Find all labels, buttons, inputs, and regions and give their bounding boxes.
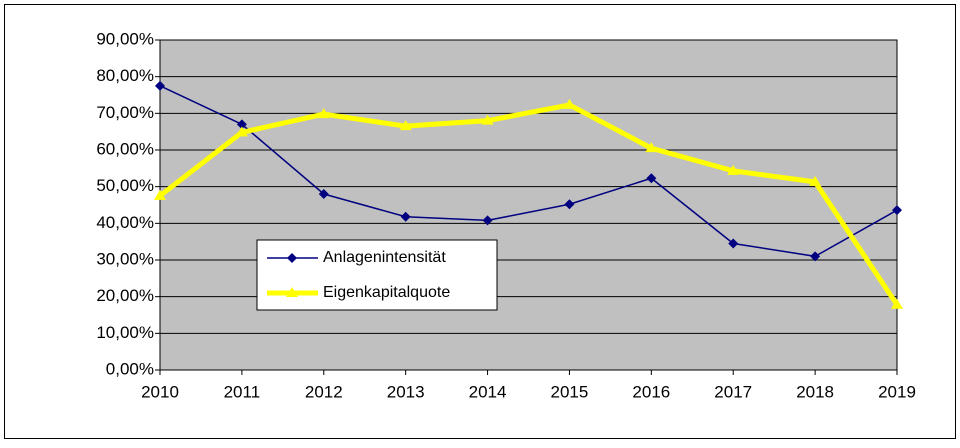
point [154, 189, 166, 200]
y-tick-label: 80,00% [96, 66, 154, 85]
point [809, 175, 822, 186]
legend-marker [286, 287, 298, 297]
x-tick-label: 2013 [387, 382, 425, 401]
y-tick-label: 90,00% [96, 29, 154, 48]
point [810, 251, 821, 262]
x-tick-label: 2010 [141, 382, 179, 401]
point [564, 199, 575, 210]
y-tick-label: 10,00% [96, 323, 154, 342]
y-tick-label: 60,00% [96, 139, 154, 158]
x-tick-label: 2017 [714, 382, 752, 401]
point [728, 238, 739, 249]
point [892, 205, 902, 216]
point [563, 98, 576, 109]
x-tick-label: 2014 [469, 382, 507, 401]
point [236, 119, 247, 130]
legend: Anlagenintensität Eigenkapitalquote [256, 239, 498, 311]
series-line [158, 102, 900, 307]
x-tick-label: 2016 [632, 382, 670, 401]
x-tick-label: 2011 [224, 382, 261, 401]
point [399, 120, 412, 131]
point [317, 108, 330, 119]
legend-label: Eigenkapitalquote [323, 284, 450, 301]
y-tick-label: 40,00% [96, 213, 154, 232]
point [646, 173, 657, 184]
series [155, 80, 902, 262]
point [891, 298, 903, 309]
x-tick-label: 2012 [305, 382, 343, 401]
y-tick-label: 70,00% [96, 103, 154, 122]
y-tick-label: 0,00% [106, 359, 154, 378]
legend-label: Anlagenintensität [323, 249, 446, 266]
plot-area [159, 39, 898, 371]
point [400, 211, 411, 222]
series [154, 98, 903, 309]
legend-box [256, 239, 498, 311]
point [727, 164, 740, 175]
y-tick-label: 20,00% [96, 286, 154, 305]
x-tick-label: 2019 [878, 382, 916, 401]
point [318, 189, 329, 199]
point [645, 142, 658, 153]
y-tick-label: 30,00% [96, 249, 154, 268]
x-tick-label: 2018 [796, 382, 834, 401]
series-line [159, 85, 898, 258]
x-tick-label: 2015 [551, 382, 589, 401]
point [235, 126, 248, 137]
point [482, 215, 493, 226]
y-tick-label: 50,00% [96, 176, 154, 195]
point [481, 114, 494, 125]
legend-marker [287, 253, 297, 263]
point [155, 80, 165, 91]
